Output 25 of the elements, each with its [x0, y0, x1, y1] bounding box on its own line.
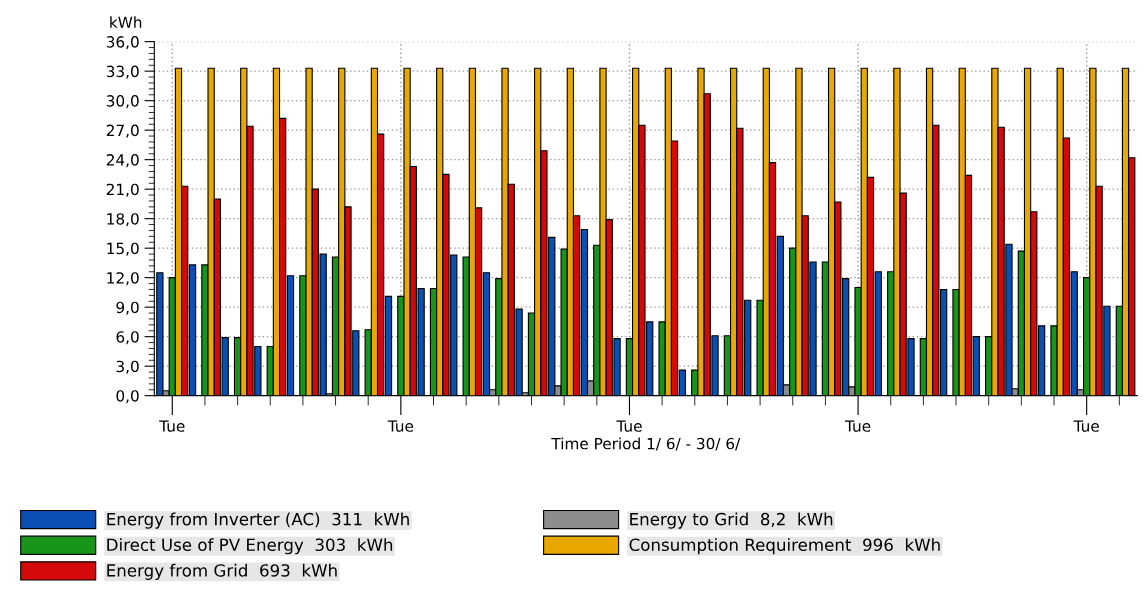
y-tick-label: 24,0	[106, 154, 139, 168]
x-tick-label: Tue	[616, 420, 642, 432]
y-tick-label: 36,0	[106, 36, 139, 50]
x-tick-label: Tue	[159, 420, 185, 432]
legend-label: Direct Use of PV Energy 303 kWh	[107, 538, 393, 555]
y-tick-label: 9,0	[116, 301, 139, 315]
y-tick-label: 3,0	[116, 360, 139, 374]
y-tick-label: 12,0	[107, 272, 139, 286]
y-tick-label: 18,0	[107, 213, 139, 227]
y-tick-label: 0,0	[116, 390, 139, 404]
legend-label: Energy from Inverter (AC) 311 kWh	[107, 512, 409, 529]
legend-label: Energy to Grid 8,2 kWh	[630, 512, 833, 529]
x-tick-label: Tue	[387, 420, 414, 432]
y-tick-label: 27,0	[106, 124, 139, 138]
y-tick-label: 30,0	[106, 95, 139, 109]
y-tick-label: 21,0	[106, 183, 139, 197]
x-axis-title: Time Period 1/ 6/ - 30/ 6/	[551, 437, 741, 451]
x-tick-label: Tue	[1073, 420, 1099, 432]
y-tick-label: 33,0	[106, 65, 139, 79]
legend-label: Energy from Grid 693 kWh	[107, 563, 337, 580]
y-tick-label: 6,0	[116, 331, 139, 345]
x-tick-label: Tue	[844, 420, 871, 432]
y-tick-label: 15,0	[107, 242, 139, 256]
legend-label: Consumption Requirement 996 kWh	[629, 538, 940, 555]
y-axis-title: kWh	[110, 16, 142, 28]
